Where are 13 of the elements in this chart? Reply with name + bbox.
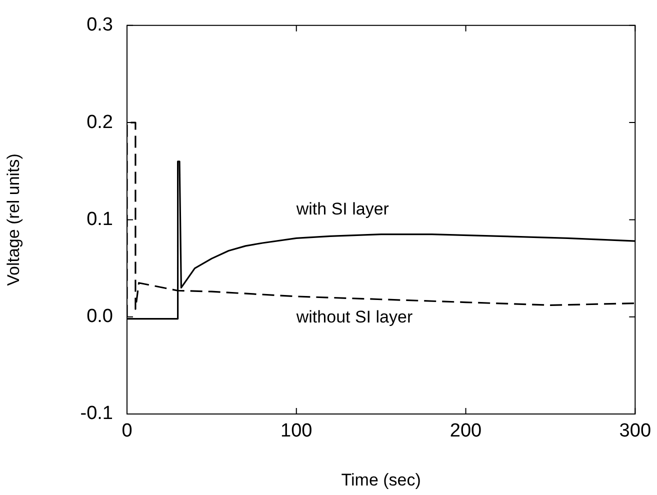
y-tick-label: 0.1 bbox=[86, 208, 113, 230]
x-tick-label: 0 bbox=[122, 420, 132, 442]
x-tick-label: 100 bbox=[280, 420, 312, 442]
series-label: without SI layer bbox=[295, 308, 413, 327]
y-tick-label: 0.0 bbox=[86, 306, 113, 328]
x-axis-title: Time (sec) bbox=[341, 470, 421, 490]
y-tick-label: 0.3 bbox=[86, 14, 113, 36]
y-axis-title: Voltage (rel units) bbox=[4, 154, 23, 286]
y-tick-label: -0.1 bbox=[80, 403, 113, 424]
series-label: with SI layer bbox=[295, 199, 390, 218]
x-tick-label: 300 bbox=[619, 420, 651, 442]
y-tick-label: 0.2 bbox=[86, 112, 113, 133]
x-tick-label: 200 bbox=[450, 420, 482, 442]
